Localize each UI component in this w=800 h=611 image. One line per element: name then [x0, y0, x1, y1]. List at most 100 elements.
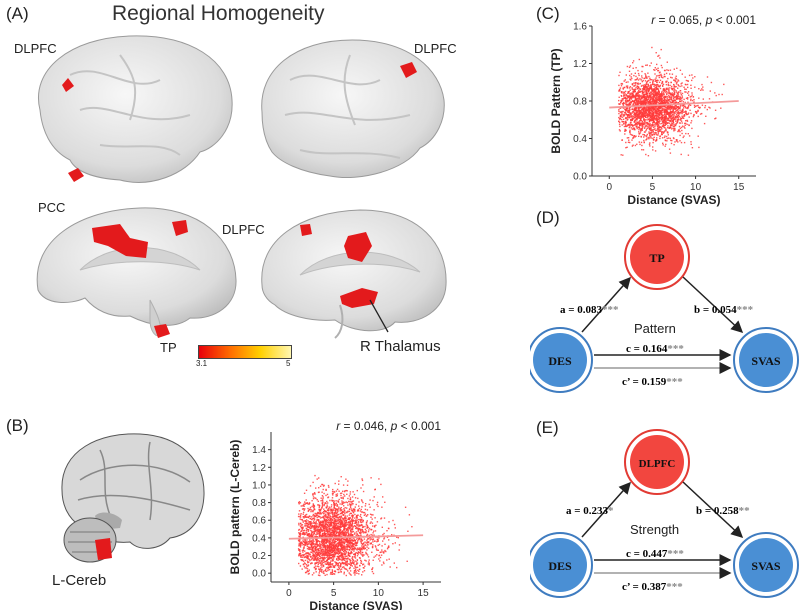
- scatter-point: [378, 554, 381, 556]
- scatter-point: [313, 507, 315, 509]
- scatter-point: [668, 111, 670, 114]
- scatter-point: [309, 553, 311, 555]
- scatter-point: [685, 79, 688, 82]
- scatter-point: [345, 574, 347, 577]
- scatter-point: [366, 535, 368, 537]
- scatter-point: [369, 499, 371, 501]
- scatter-point: [310, 551, 312, 553]
- scatter-point: [646, 64, 648, 66]
- scatter-point: [311, 530, 313, 532]
- scatter-point: [315, 535, 317, 538]
- scatter-point: [344, 549, 347, 551]
- scatter-point: [659, 123, 661, 125]
- scatter-point: [326, 553, 328, 556]
- scatter-point: [355, 551, 357, 554]
- scatter-point: [332, 530, 335, 533]
- x-axis-label: Distance (SVAS): [309, 599, 402, 610]
- scatter-point: [319, 517, 322, 519]
- scatter-point: [339, 521, 341, 523]
- scatter-point: [336, 519, 338, 521]
- scatter-point: [332, 566, 335, 568]
- scatter-point: [303, 509, 305, 511]
- scatter-point: [642, 121, 644, 123]
- scatter-point: [344, 559, 346, 562]
- scatter-point: [314, 556, 317, 558]
- scatter-point: [347, 528, 349, 531]
- scatter-point: [364, 528, 367, 530]
- y-tick-label: 0.8: [252, 498, 266, 509]
- scatter-point: [341, 530, 344, 533]
- scatter-point: [657, 79, 659, 82]
- scatter-point: [651, 46, 653, 49]
- scatter-point: [320, 522, 322, 525]
- scatter-point: [686, 120, 689, 122]
- scatter-point: [361, 554, 363, 556]
- scatter-point: [308, 547, 310, 549]
- scatter-point: [663, 103, 665, 105]
- scatter-point: [347, 543, 349, 546]
- scatter-point: [635, 121, 637, 123]
- scatter-point: [350, 515, 353, 517]
- scatter-point: [318, 535, 320, 537]
- scatter-point: [637, 116, 639, 119]
- scatter-point: [342, 558, 344, 561]
- scatter-point: [321, 561, 324, 563]
- scatter-point: [357, 518, 360, 521]
- scatter-point: [349, 501, 351, 503]
- scatter-point: [333, 526, 335, 528]
- scatter-point: [331, 518, 334, 521]
- scatter-point: [367, 556, 370, 558]
- scatter-point: [346, 545, 348, 547]
- scatter-point: [313, 572, 315, 574]
- scatter-point: [662, 85, 664, 87]
- scatter-point: [325, 532, 327, 535]
- scatter-point: [342, 502, 345, 504]
- scatter-point: [328, 552, 331, 554]
- scatter-point: [335, 524, 337, 526]
- scatter-point: [679, 130, 681, 133]
- panel-a-title: Regional Homogeneity: [112, 2, 325, 25]
- scatter-point: [338, 548, 341, 550]
- scatter-point: [372, 567, 374, 569]
- scatter-point: [347, 554, 349, 556]
- scatter-point: [685, 107, 687, 109]
- scatter-point: [636, 111, 638, 113]
- scatter-point: [641, 95, 643, 97]
- scatter-point: [356, 572, 358, 574]
- scatter-point: [339, 558, 341, 560]
- scatter-point: [629, 113, 632, 116]
- scatter-point: [350, 509, 353, 512]
- scatter-point: [337, 534, 339, 537]
- scatter-point: [320, 556, 323, 559]
- scatter-point: [336, 527, 338, 529]
- scatter-point: [329, 543, 331, 545]
- scatter-point: [701, 112, 703, 115]
- scatter-point: [325, 546, 328, 548]
- scatter-point: [662, 77, 664, 79]
- scatter-point: [370, 538, 372, 540]
- scatter-point: [315, 551, 318, 554]
- scatter-point: [353, 550, 355, 552]
- scatter-point: [654, 84, 656, 86]
- scatter-point: [327, 521, 329, 524]
- scatter-point: [301, 554, 303, 556]
- scatter-point: [674, 77, 677, 79]
- scatter-point: [333, 502, 335, 505]
- scatter-point: [321, 530, 323, 532]
- scatter-point: [323, 549, 325, 551]
- scatter-point: [312, 557, 314, 559]
- scatter-point: [642, 92, 645, 94]
- scatter-point: [334, 509, 337, 511]
- scatter-point: [687, 101, 689, 103]
- scatter-point: [324, 540, 326, 542]
- scatter-point: [359, 518, 361, 521]
- label-dlpfc-left: DLPFC: [14, 41, 57, 56]
- scatter-point: [332, 540, 334, 543]
- scatter-point: [333, 503, 335, 506]
- scatter-point: [340, 571, 342, 573]
- scatter-point: [672, 117, 674, 119]
- scatter-point: [337, 501, 340, 503]
- scatter-point: [633, 91, 635, 94]
- scatter-point: [687, 91, 690, 93]
